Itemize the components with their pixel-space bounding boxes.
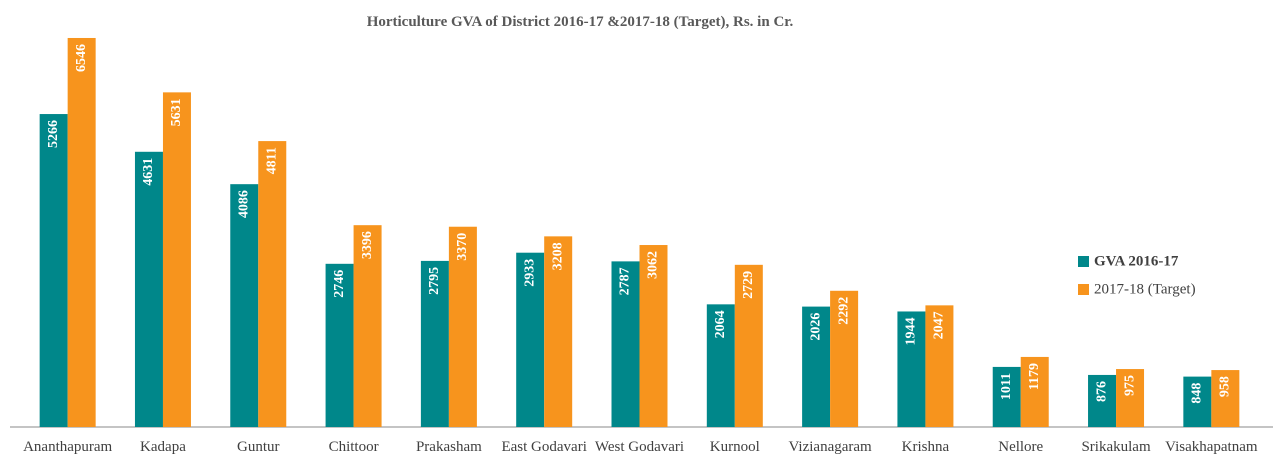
bar — [611, 261, 640, 427]
legend-swatch — [1078, 256, 1089, 267]
value-label: 2746 — [332, 270, 347, 298]
x-tick-label: East Godavari — [501, 439, 586, 455]
bar — [734, 264, 763, 427]
x-tick-label: Kadapa — [140, 439, 186, 455]
value-label: 2047 — [932, 311, 947, 339]
bar — [1020, 356, 1049, 427]
x-tick-label: Nellore — [998, 439, 1043, 455]
value-label: 3208 — [550, 242, 565, 270]
value-label: 3396 — [360, 231, 375, 259]
bar — [1183, 376, 1212, 427]
bar — [230, 184, 259, 427]
bar — [516, 252, 545, 427]
x-tick-label: Prakasham — [416, 439, 482, 455]
value-label: 958 — [1218, 376, 1233, 397]
value-label: 3062 — [646, 251, 661, 279]
value-label: 848 — [1190, 383, 1205, 404]
value-label: 4811 — [264, 147, 279, 174]
x-tick-label: Krishna — [902, 439, 950, 455]
bar — [325, 263, 354, 427]
bar — [67, 37, 96, 428]
bar — [830, 290, 859, 427]
value-label: 3370 — [455, 233, 470, 261]
bar — [992, 366, 1021, 427]
bar — [544, 236, 573, 427]
value-label: 5266 — [46, 120, 61, 148]
value-label: 2795 — [427, 267, 442, 295]
bar — [925, 305, 954, 427]
bar — [420, 260, 449, 427]
x-tick-label: Srikakulam — [1081, 439, 1150, 455]
x-tick-label: Ananthapuram — [23, 439, 112, 455]
legend-label: 2017-18 (Target) — [1094, 281, 1196, 297]
value-label: 4086 — [236, 190, 251, 218]
value-label: 6546 — [74, 44, 89, 72]
x-tick-label: Vizianagaram — [789, 439, 873, 455]
bar — [258, 141, 287, 427]
legend-label: GVA 2016-17 — [1094, 253, 1179, 269]
bar — [1116, 369, 1145, 427]
value-label: 4631 — [141, 158, 156, 186]
x-tick-label: West Godavari — [595, 439, 684, 455]
x-tick-label: Kurnool — [710, 439, 760, 455]
value-label: 2064 — [713, 310, 728, 338]
bar — [706, 304, 735, 427]
bar — [353, 225, 382, 427]
chart-title: Horticulture GVA of District 2016-17 &20… — [367, 14, 794, 30]
bar — [1211, 370, 1240, 427]
bar — [134, 151, 163, 427]
bar — [39, 114, 68, 428]
legend-swatch — [1078, 284, 1089, 295]
value-label: 2933 — [522, 259, 537, 287]
value-label: 876 — [1094, 381, 1109, 402]
value-label: 1179 — [1027, 363, 1042, 390]
bar — [802, 306, 831, 427]
value-label: 2729 — [741, 271, 756, 299]
value-label: 975 — [1122, 375, 1137, 396]
x-tick-label: Chittoor — [329, 439, 379, 455]
value-label: 2026 — [808, 313, 823, 341]
bar — [897, 311, 926, 427]
bar — [639, 245, 668, 427]
value-label: 5631 — [169, 98, 184, 126]
value-label: 1011 — [999, 373, 1014, 400]
x-tick-label: Visakhapatnam — [1165, 439, 1258, 455]
value-label: 1944 — [904, 317, 919, 345]
value-label: 2787 — [618, 267, 633, 295]
x-tick-label: Guntur — [237, 439, 280, 455]
bar — [448, 226, 477, 427]
bar — [1088, 374, 1117, 427]
bar — [162, 92, 191, 427]
value-label: 2292 — [836, 297, 851, 325]
